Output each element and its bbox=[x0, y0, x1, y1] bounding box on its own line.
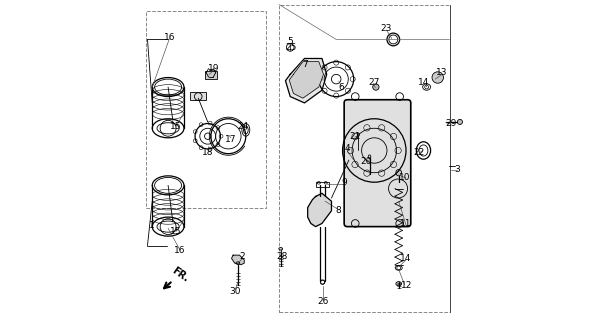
FancyBboxPatch shape bbox=[344, 100, 410, 227]
Text: 21: 21 bbox=[349, 132, 361, 141]
Text: 22: 22 bbox=[414, 148, 425, 156]
Text: 30: 30 bbox=[230, 287, 241, 296]
Ellipse shape bbox=[396, 282, 401, 286]
Text: 1: 1 bbox=[149, 220, 155, 229]
Text: 17: 17 bbox=[225, 135, 237, 144]
Bar bbox=[279, 4, 451, 312]
Polygon shape bbox=[308, 193, 331, 227]
Text: 12: 12 bbox=[401, 281, 412, 290]
Text: 16: 16 bbox=[164, 33, 175, 42]
Circle shape bbox=[457, 119, 462, 124]
Text: 7: 7 bbox=[302, 60, 308, 69]
Circle shape bbox=[432, 72, 443, 83]
Text: 6: 6 bbox=[339, 83, 345, 92]
Text: 29: 29 bbox=[446, 119, 457, 128]
Text: 25: 25 bbox=[285, 43, 297, 52]
Bar bbox=[205, 71, 217, 79]
Text: 13: 13 bbox=[437, 68, 448, 77]
Text: 19: 19 bbox=[208, 63, 220, 73]
Polygon shape bbox=[286, 59, 326, 103]
Bar bbox=[146, 11, 266, 208]
Text: 4: 4 bbox=[345, 144, 350, 153]
Ellipse shape bbox=[236, 262, 240, 264]
Text: 11: 11 bbox=[400, 219, 412, 228]
Text: 27: 27 bbox=[368, 78, 379, 87]
Text: 8: 8 bbox=[335, 206, 340, 215]
Text: 2: 2 bbox=[240, 252, 245, 261]
Text: 3: 3 bbox=[454, 165, 460, 174]
Text: 14: 14 bbox=[400, 254, 412, 263]
Text: 5: 5 bbox=[287, 36, 293, 45]
Bar bbox=[315, 182, 329, 187]
Text: 15: 15 bbox=[171, 122, 181, 131]
Polygon shape bbox=[231, 255, 244, 265]
Ellipse shape bbox=[396, 170, 401, 176]
Text: 9: 9 bbox=[341, 178, 347, 187]
Text: FR.: FR. bbox=[170, 266, 190, 284]
Text: 14: 14 bbox=[418, 78, 429, 87]
Text: 28: 28 bbox=[276, 252, 287, 261]
Text: 23: 23 bbox=[381, 24, 392, 33]
Polygon shape bbox=[289, 62, 323, 98]
Ellipse shape bbox=[279, 248, 283, 250]
Text: 16: 16 bbox=[174, 246, 186, 255]
Bar bbox=[190, 92, 206, 100]
Text: 15: 15 bbox=[171, 227, 181, 236]
Circle shape bbox=[373, 84, 379, 90]
Text: 26: 26 bbox=[317, 297, 328, 306]
Text: 20: 20 bbox=[361, 157, 372, 166]
Text: 18: 18 bbox=[202, 148, 214, 156]
Text: 24: 24 bbox=[238, 122, 249, 131]
Text: 10: 10 bbox=[399, 173, 410, 182]
